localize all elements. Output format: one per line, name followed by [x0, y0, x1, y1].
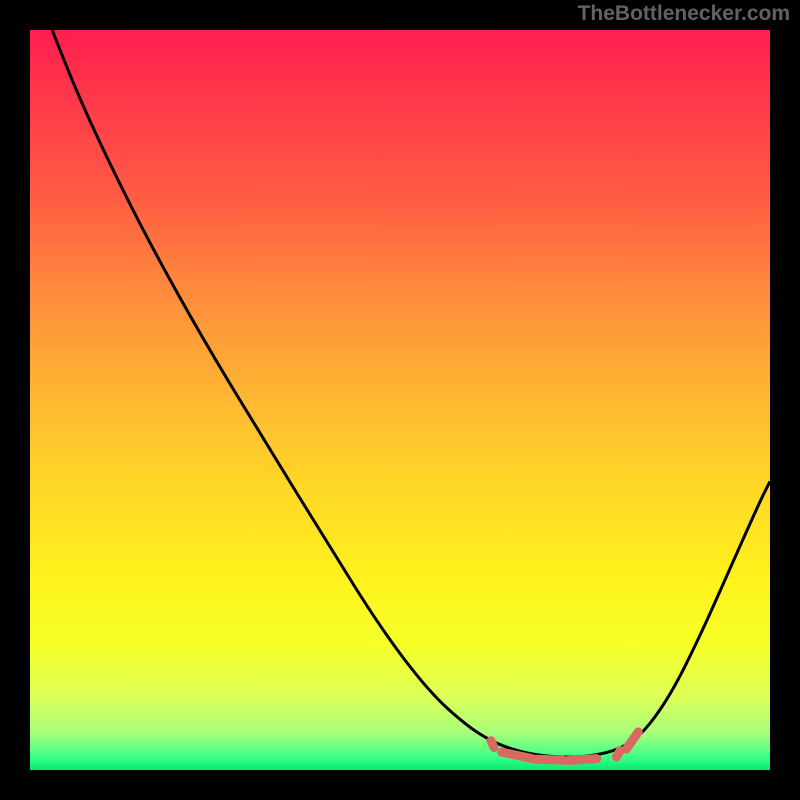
valley-mark	[616, 751, 620, 757]
valley-mark	[533, 759, 563, 760]
plot-area	[30, 30, 770, 770]
valley-mark	[502, 752, 531, 758]
chart-svg	[30, 30, 770, 770]
valley-mark	[491, 741, 494, 748]
watermark-text: TheBottlenecker.com	[578, 2, 790, 26]
chart-frame: TheBottlenecker.com	[0, 0, 800, 800]
valley-mark	[567, 759, 597, 761]
gradient-background	[30, 30, 770, 770]
